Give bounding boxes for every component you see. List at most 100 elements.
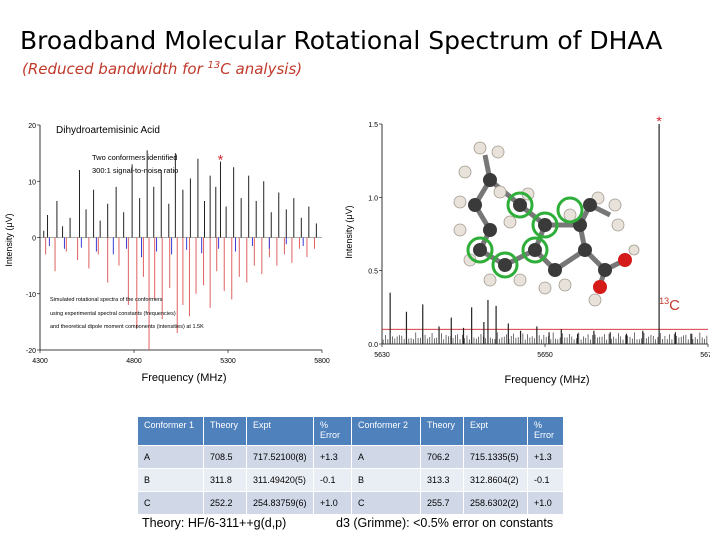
- page-subtitle: (Reduced bandwidth for 13C analysis): [22, 60, 302, 78]
- hydrogen-atom: [563, 208, 577, 222]
- hydrogen-atom: [453, 223, 467, 237]
- highlight-ring: [506, 191, 534, 219]
- highlight-ring: [466, 236, 494, 264]
- table-cell: +1.3: [527, 445, 564, 469]
- chart1-note-snr: 300:1 signal-to-noise ratio: [92, 166, 178, 175]
- y-tick-label: 0: [32, 236, 36, 243]
- hydrogen-atom: [473, 141, 487, 155]
- hydrogen-atom: [588, 293, 602, 307]
- table-cell: 312.8604(2): [463, 468, 528, 492]
- carbon-atom: [583, 198, 597, 212]
- y-tick-label: 10: [28, 179, 36, 186]
- chart2-13c-label: 13C: [659, 296, 680, 314]
- chart1-y-axis-label: Intensity (μV): [4, 213, 14, 266]
- table-cell: 313.3: [420, 468, 464, 492]
- carbon-atom: [473, 243, 487, 257]
- y-tick-label: 0.5: [368, 269, 378, 276]
- table-cell: +1.0: [527, 491, 564, 515]
- hydrogen-atom: [453, 195, 467, 209]
- rotational-constants-table: Conformer 1 Theory Expt % Error Conforme…: [137, 416, 564, 515]
- highlight-ring: [491, 251, 519, 279]
- table-cell: 311.49420(5): [246, 468, 314, 492]
- chart1-title: Dihydroartemisinic Acid: [56, 125, 160, 136]
- peak-marker: *: [656, 113, 662, 129]
- y-tick-label: -20: [26, 348, 36, 355]
- table-header-row: Conformer 1 Theory Expt % Error Conforme…: [137, 416, 564, 446]
- x-tick-label: 5300: [220, 358, 236, 365]
- hydrogen-atom: [483, 273, 497, 287]
- carbon-atom: [538, 218, 552, 232]
- hydrogen-atom: [611, 218, 625, 232]
- table-row: B 311.8 311.49420(5) -0.1 B 313.3 312.8604(2) -…: [137, 468, 564, 492]
- carbon-atom: [578, 243, 592, 257]
- carbon-atom: [513, 198, 527, 212]
- chart1-x-axis-label: Frequency (MHz): [142, 372, 227, 384]
- chart2-13c-label-sup: 13: [659, 296, 669, 306]
- table-cell: 717.52100(8): [246, 445, 314, 469]
- carbon-atom: [483, 223, 497, 237]
- y-tick-label: 1.5: [368, 122, 378, 129]
- table-cell: 258.6302(2): [463, 491, 528, 515]
- peak-marker: *: [218, 151, 224, 167]
- highlight-ring: [531, 211, 559, 239]
- chart2-x-axis-label: Frequency (MHz): [505, 374, 590, 386]
- grimme-footnote: d3 (Grimme): <0.5% error on constants: [336, 516, 554, 530]
- carbon-atom: [528, 243, 542, 257]
- table-cell: 311.8: [203, 468, 247, 492]
- header-cell: Conformer 1: [137, 416, 204, 446]
- subtitle-suffix: C analysis): [220, 60, 303, 78]
- hydrogen-atom: [608, 198, 622, 212]
- molecule-illustration: [453, 141, 640, 307]
- full-spectrum-chart: 20 10 0 -10 -20 4300 4800 5300 5800 * Dihydroart…: [4, 123, 330, 384]
- x-tick-label: 4300: [32, 358, 48, 365]
- hydrogen-atom: [558, 278, 572, 292]
- hydrogen-atom: [493, 185, 507, 199]
- subtitle-superscript: 13: [207, 60, 221, 71]
- header-cell: Theory: [420, 416, 464, 446]
- hydrogen-atom: [538, 281, 552, 295]
- hydrogen-atom: [491, 145, 505, 159]
- highlight-ring: [521, 236, 549, 264]
- header-cell: Expt: [463, 416, 528, 446]
- subtitle-prefix: (Reduced bandwidth for: [22, 60, 208, 78]
- carbon-atom: [498, 258, 512, 272]
- table-row: C 252.2 254.83759(6) +1.0 C 255.7 258.6302(2) +…: [137, 491, 564, 515]
- oxygen-atom: [618, 253, 632, 267]
- highlight-ring: [556, 196, 584, 224]
- oxygen-atom: [593, 280, 607, 294]
- x-tick-label: 5670: [700, 352, 710, 359]
- table-cell: C: [137, 491, 204, 515]
- chart2-y-axis-label: Intensity (μV): [344, 205, 354, 258]
- x-tick-label: 4800: [126, 358, 142, 365]
- table-cell: -0.1: [527, 468, 564, 492]
- table-cell: B: [351, 468, 421, 492]
- header-cell: % Error: [313, 416, 352, 446]
- hydrogen-atom: [458, 165, 472, 179]
- theory-footnote: Theory: HF/6-311++g(d,p): [142, 516, 287, 530]
- table-cell: A: [351, 445, 421, 469]
- x-tick-label: 5800: [314, 358, 330, 365]
- carbon-atom: [483, 173, 497, 187]
- c13-zoom-chart: 1.5 1.0 0.5 0.0 5630 5650 5670 * 13C Frequency…: [344, 113, 710, 386]
- table-cell: -0.1: [313, 468, 352, 492]
- header-cell: Conformer 2: [351, 416, 421, 446]
- hydrogen-atom: [503, 215, 517, 229]
- table-cell: 706.2: [420, 445, 464, 469]
- table-cell: C: [351, 491, 421, 515]
- table-cell: 708.5: [203, 445, 247, 469]
- table-cell: 254.83759(6): [246, 491, 314, 515]
- chart1-sim-note-3: and theoretical dipole moment components…: [50, 324, 204, 330]
- carbon-atom: [598, 263, 612, 277]
- y-tick-label: 20: [28, 123, 36, 130]
- y-tick-label: 1.0: [368, 195, 378, 202]
- y-tick-label: -10: [26, 292, 36, 299]
- x-tick-label: 5650: [537, 352, 553, 359]
- chart1-sim-note-2: using experimental spectral constants (f…: [50, 311, 176, 317]
- x-tick-label: 5630: [374, 352, 390, 359]
- carbon-atom: [548, 263, 562, 277]
- table-cell: A: [137, 445, 204, 469]
- header-cell: % Error: [527, 416, 564, 446]
- table-row: A 708.5 717.52100(8) +1.3 A 706.2 715.1335(5) +…: [137, 445, 564, 469]
- hydrogen-atom: [628, 244, 640, 256]
- hydrogen-atom: [513, 273, 527, 287]
